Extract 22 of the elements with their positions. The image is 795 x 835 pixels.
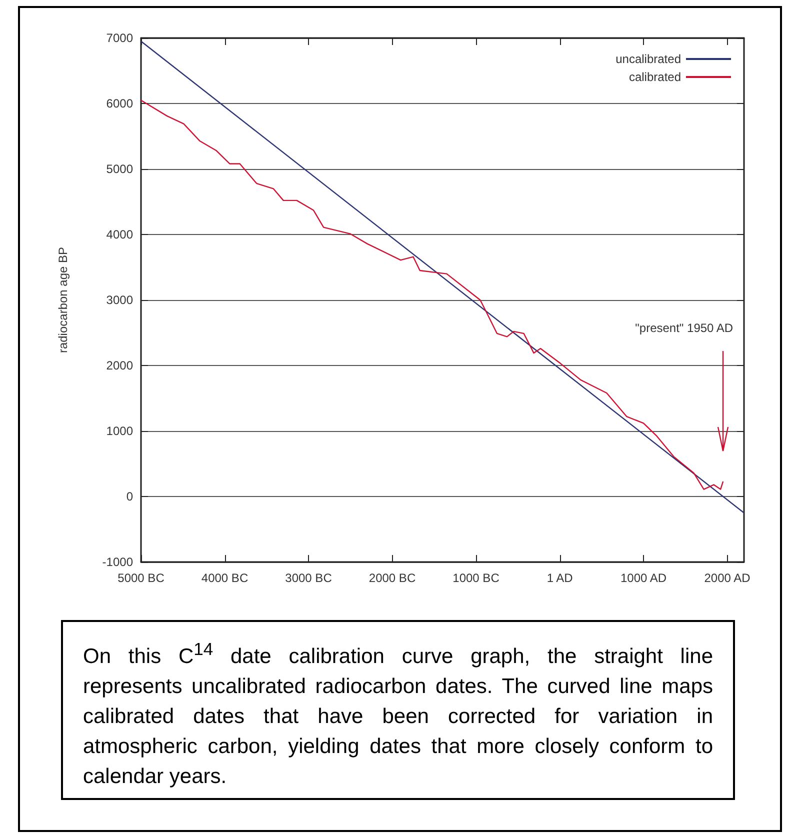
y-tick-label: 7000 <box>106 31 134 45</box>
legend-label: uncalibrated <box>616 52 681 66</box>
y-tick-label: 3000 <box>106 293 134 307</box>
y-tick-label: 5000 <box>106 162 134 176</box>
x-tick-label: 5000 BC <box>118 571 165 585</box>
x-tick-label: 3000 BC <box>285 571 332 585</box>
legend-label: calibrated <box>628 70 681 84</box>
y-tick-label: -1000 <box>102 555 134 569</box>
y-tick-label: 1000 <box>106 424 134 438</box>
x-tick-label: 1 AD <box>546 571 574 585</box>
x-tick-label: 1000 BC <box>452 571 500 585</box>
y-axis-title: radiocarbon age BP <box>56 246 70 354</box>
x-tick-label: 2000 BC <box>368 571 416 585</box>
y-tick-label: 4000 <box>106 228 134 242</box>
y-tick-label: 2000 <box>106 358 134 372</box>
text: On this C$^{14}$ date calibration curve graph, the straight line represents uncalibrated radiocarbon dates. The curved line maps calibrated dates that have been corrected for variation in atmospheric carbon, yielding dates that more closely conform to calendar years. <box>61 620 735 800</box>
x-tick-label: 4000 BC <box>201 571 248 585</box>
y-tick-label: 6000 <box>106 96 134 110</box>
annotation: "present" 1950 AD <box>634 321 734 336</box>
x-tick-label: 1000 AD <box>620 571 667 585</box>
x-tick-label: 2000 AD <box>704 571 751 585</box>
y-tick-label: 0 <box>126 490 134 504</box>
